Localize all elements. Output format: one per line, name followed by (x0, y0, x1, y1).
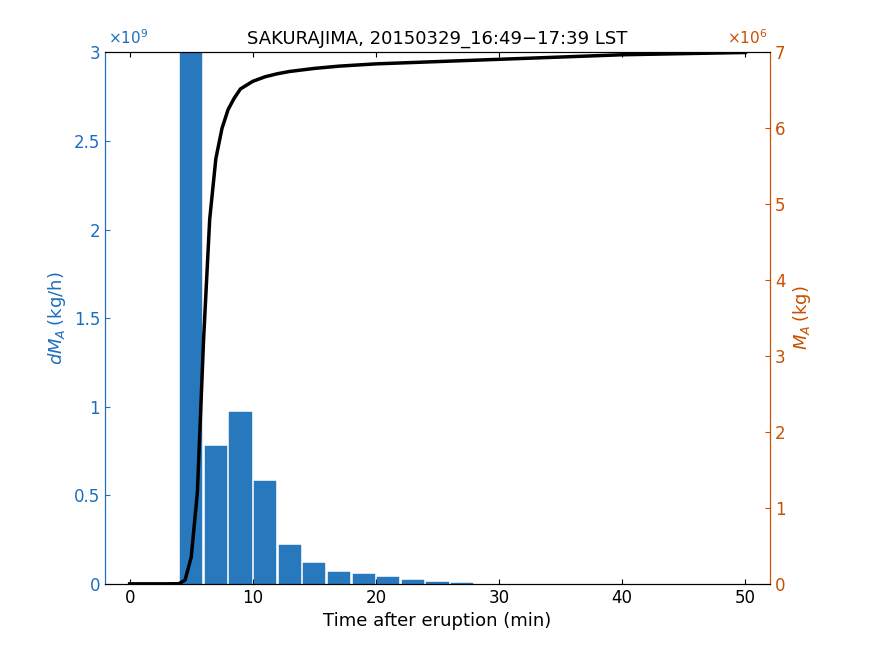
Bar (402, 581, 424, 584)
Bar (426, 582, 449, 584)
Bar (353, 574, 374, 584)
Bar (205, 445, 227, 584)
Bar (254, 481, 276, 584)
Text: $\times10^9$: $\times10^9$ (108, 28, 148, 47)
Text: $\times10^6$: $\times10^6$ (727, 28, 767, 47)
Y-axis label: $M_A$ (kg): $M_A$ (kg) (791, 286, 813, 350)
Bar (229, 412, 251, 584)
Bar (328, 572, 350, 584)
Bar (180, 52, 202, 584)
Bar (278, 545, 301, 584)
Bar (304, 564, 326, 584)
Y-axis label: $dM_A$ (kg/h): $dM_A$ (kg/h) (46, 272, 68, 365)
Bar (377, 577, 399, 584)
Bar (451, 583, 473, 584)
Title: SAKURAJIMA, 20150329_16:49−17:39 LST: SAKURAJIMA, 20150329_16:49−17:39 LST (248, 30, 627, 49)
X-axis label: Time after eruption (min): Time after eruption (min) (324, 612, 551, 630)
